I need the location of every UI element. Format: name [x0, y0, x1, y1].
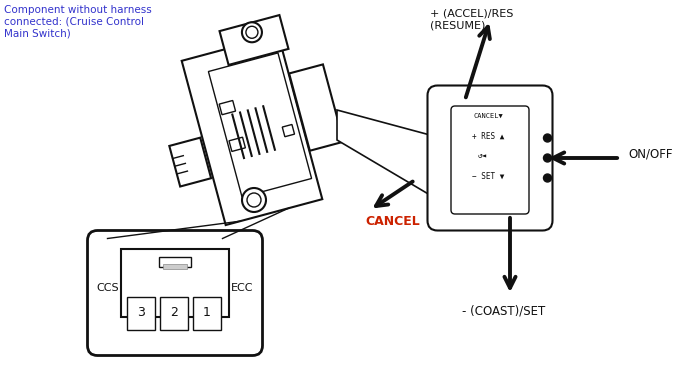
Text: 2: 2	[170, 306, 178, 320]
Circle shape	[544, 174, 552, 182]
Polygon shape	[219, 101, 235, 115]
Polygon shape	[169, 138, 211, 187]
Bar	[163, 264, 187, 269]
Polygon shape	[182, 35, 322, 225]
Polygon shape	[229, 137, 246, 152]
FancyBboxPatch shape	[427, 86, 552, 231]
Polygon shape	[208, 53, 312, 197]
Text: CCS: CCS	[96, 283, 119, 293]
Circle shape	[242, 22, 262, 42]
Circle shape	[246, 26, 258, 38]
Text: Component without harness: Component without harness	[4, 5, 152, 15]
Text: connected: (Cruise Control: connected: (Cruise Control	[4, 17, 144, 27]
Text: 3: 3	[137, 306, 145, 320]
Circle shape	[544, 154, 552, 162]
Bar	[160, 296, 188, 329]
Text: CANCEL▼: CANCEL▼	[473, 113, 503, 119]
Text: 1: 1	[203, 306, 211, 320]
Text: ON/OFF: ON/OFF	[628, 147, 672, 161]
Text: + RES ▲: + RES ▲	[472, 131, 504, 141]
FancyBboxPatch shape	[451, 106, 529, 214]
Circle shape	[247, 193, 261, 207]
Text: + (ACCEL)/RES: + (ACCEL)/RES	[430, 8, 513, 18]
Polygon shape	[337, 110, 430, 195]
Bar	[193, 296, 221, 329]
Bar	[159, 257, 191, 267]
Text: − SET ▼: − SET ▼	[472, 172, 504, 180]
Polygon shape	[219, 15, 288, 65]
Text: ECC: ECC	[231, 283, 253, 293]
Text: - (COAST)/SET: - (COAST)/SET	[462, 305, 546, 318]
Circle shape	[544, 134, 552, 142]
FancyBboxPatch shape	[121, 249, 229, 317]
Polygon shape	[282, 124, 294, 137]
Text: ↺◄: ↺◄	[477, 152, 486, 161]
Circle shape	[242, 188, 266, 212]
Polygon shape	[289, 64, 343, 151]
Text: (RESUME): (RESUME)	[430, 20, 485, 30]
Bar	[127, 296, 155, 329]
Text: CANCEL: CANCEL	[365, 215, 420, 228]
Text: Main Switch): Main Switch)	[4, 29, 71, 39]
FancyBboxPatch shape	[87, 231, 263, 355]
